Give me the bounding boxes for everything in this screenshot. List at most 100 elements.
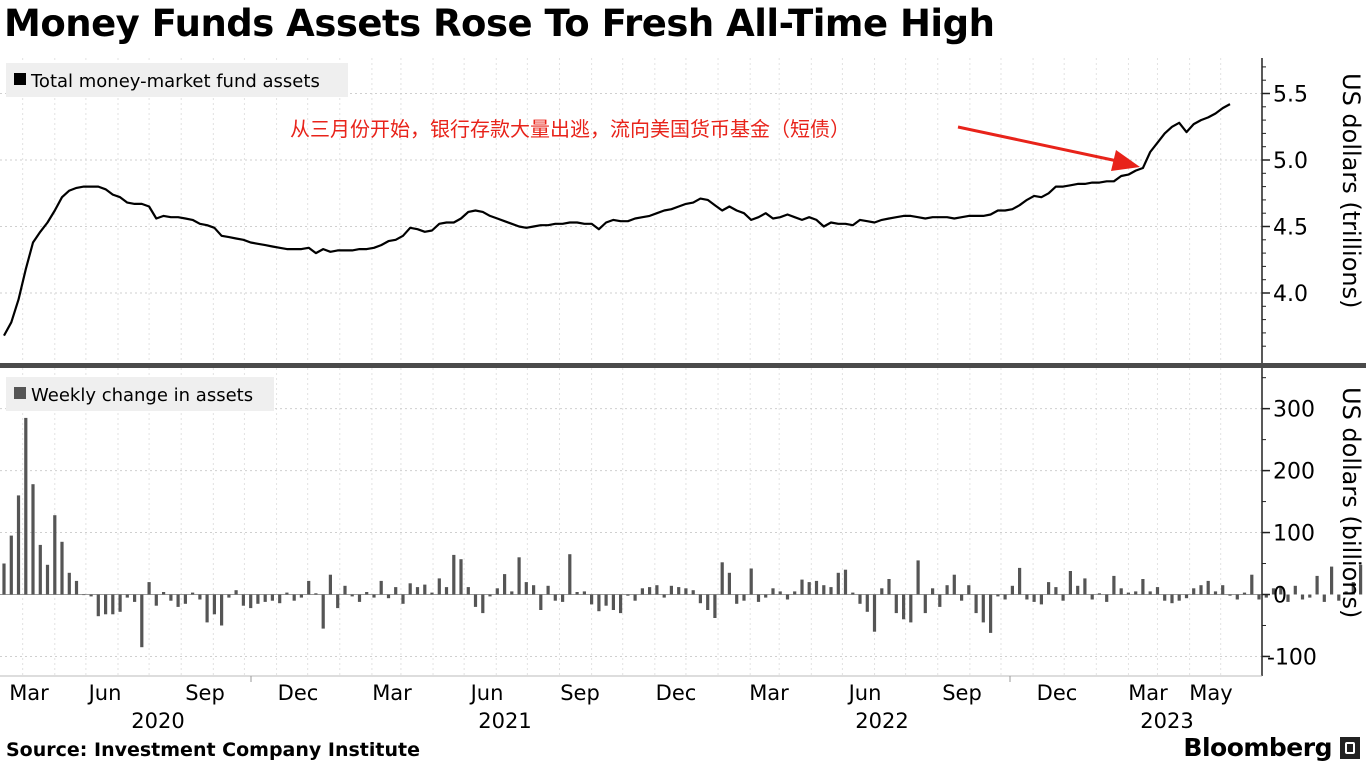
weekly-change-bar [561,594,565,602]
weekly-change-bar [524,582,528,595]
weekly-change-bar [742,594,746,601]
weekly-change-bar [1308,594,1312,598]
weekly-change-bar [836,572,840,595]
weekly-change-bar [38,544,42,595]
weekly-change-bar [234,590,238,595]
weekly-change-bar [1279,587,1283,595]
weekly-change-bar [9,535,13,595]
weekly-change-bar [89,594,93,597]
weekly-change-bar [481,594,485,614]
weekly-change-bar [205,594,209,623]
weekly-change-bar [336,594,340,609]
annotation-arrow-line [957,125,1123,164]
weekly-change-bar [945,585,949,595]
weekly-change-bar [1359,564,1363,595]
weekly-change-bar [1025,594,1029,600]
weekly-change-bar [1119,588,1123,595]
weekly-change-bar [256,594,260,604]
bloomberg-logo-icon [1340,736,1360,759]
weekly-change-bar [328,574,332,595]
weekly-change-bar [343,585,347,595]
top-legend-label: Total money-market fund assets [30,71,320,92]
top-y-tick-label: 4.5 [1273,216,1308,241]
weekly-change-bar [865,594,869,612]
top-y-axis-title: US dollars (trillions) [1337,73,1365,308]
weekly-change-bar [814,580,819,595]
weekly-change-bar [793,591,797,595]
top-y-tick-label: 4.0 [1273,282,1308,307]
weekly-change-bar [249,594,253,609]
weekly-change-bar [1170,594,1174,604]
weekly-change-bar [546,585,550,595]
weekly-change-bar [394,587,398,595]
weekly-change-bar [430,592,434,595]
x-year-label: 2020 [131,709,184,733]
top-legend-swatch [14,73,26,85]
x-month-label: Mar [749,681,789,705]
weekly-change-bar [45,564,50,595]
annotation-text: 从三月份开始，银行存款大量出逃，流向美国货币基金（短债） [290,117,850,141]
weekly-change-bar [365,592,369,595]
weekly-change-bar [960,594,964,601]
weekly-change-bar [604,594,608,606]
weekly-change-bar [169,594,173,601]
x-month-label: Mar [1128,681,1168,705]
weekly-change-bar [706,594,710,610]
weekly-change-bar [386,594,391,599]
weekly-change-bar [24,417,28,595]
weekly-change-bar [597,594,601,612]
x-month-label: Dec [656,681,697,705]
weekly-change-bar [1322,594,1326,602]
top-grid [0,58,1262,363]
weekly-change-bar [669,585,673,595]
weekly-change-bar [735,594,739,604]
weekly-change-bar [1061,594,1065,601]
weekly-change-bar [778,591,782,595]
weekly-change-bar [698,594,702,604]
x-year-label: 2021 [478,709,531,733]
bottom-legend: Weekly change in assets [6,377,274,411]
weekly-change-bar [575,592,579,595]
weekly-change-bar [53,515,57,595]
weekly-change-bar [677,587,681,595]
weekly-change-bar [1148,591,1152,595]
weekly-change-bar [1235,594,1239,600]
bottom-legend-swatch [14,387,26,399]
weekly-change-bar [764,594,768,598]
weekly-change-bar [147,582,151,595]
weekly-change-bar [843,569,848,595]
weekly-change-bar [1076,585,1080,595]
weekly-change-bar [909,594,913,623]
weekly-change-bar [278,594,282,604]
weekly-change-bar [1184,594,1189,599]
weekly-change-bar [967,585,971,595]
weekly-change-bar [662,594,666,598]
x-axis: Mar Jun Sep Dec Mar Jun Sep Dec Mar Jun Sep Dec Mar M… [9,676,1233,733]
weekly-change-bar [162,592,166,595]
weekly-change-bar [1054,587,1058,595]
weekly-change-bar [553,594,557,601]
weekly-change-bar [1163,594,1167,601]
weekly-change-bar [459,559,463,595]
weekly-change-bar [851,592,855,595]
top-y-tick-label: 5.5 [1273,83,1308,108]
weekly-change-bar [1228,594,1232,596]
x-month-label: Mar [9,681,49,705]
weekly-change-bar [611,594,615,610]
weekly-change-bar [655,585,659,595]
weekly-change-bar [488,594,492,597]
bottom-y-tick-label: 100 [1273,522,1315,547]
weekly-change-bar [1039,594,1043,605]
bottom-y-tick-label: 300 [1273,398,1315,423]
weekly-change-bar [626,594,630,596]
weekly-change-bar [1242,592,1247,595]
weekly-change-bar [1250,574,1254,595]
weekly-change-bar [408,583,412,595]
weekly-change-bar [1264,594,1268,598]
weekly-change-bar [473,594,478,607]
weekly-change-bar [568,554,572,595]
annotation-arrowhead [1111,150,1140,171]
weekly-change-bar [1003,594,1007,600]
weekly-change-bar [720,562,724,595]
x-month-label: Sep [942,681,982,705]
